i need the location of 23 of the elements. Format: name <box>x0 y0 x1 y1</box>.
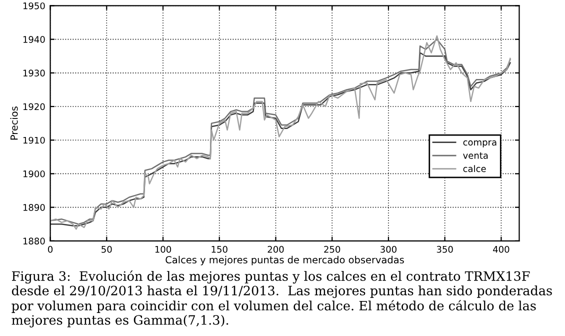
x-tick-label: 200 <box>268 246 284 253</box>
y-tick-label: 1900 <box>23 170 45 178</box>
x-tick-label: 400 <box>493 246 510 253</box>
x-tick-label: 250 <box>324 246 340 253</box>
y-tick-label: 1940 <box>23 36 45 43</box>
x-tick-label: 300 <box>380 246 396 253</box>
y-tick-label: 1880 <box>23 238 45 244</box>
x-tick-label: 0 <box>48 246 53 253</box>
text: Figura 3: Evolución de las mejores puntas y los calces en el contrato TRMX13F desde el 29/10/2013 hasta el 19/11/2013. Las mejores puntas han sido ponderadas por volumen para coincidir con el volumen del calce. El método de cálculo de las mejores puntas es Gamma(7,1.3). <box>12 270 552 328</box>
x-axis-title: Calces y mejores puntas de mercado observadas <box>166 256 404 266</box>
x-tick-label: 50 <box>102 246 112 253</box>
y-tick-label: 1910 <box>23 136 45 144</box>
y-tick-label: 1920 <box>23 103 45 110</box>
y-axis-title: Precios <box>10 106 18 140</box>
x-tick-label: 100 <box>155 246 172 253</box>
y-tick-label: 1950 <box>23 2 45 10</box>
x-tick-label: 350 <box>436 246 453 253</box>
x-tick-label: 150 <box>212 246 228 253</box>
y-tick-label: 1890 <box>23 204 45 211</box>
legend-label: venta <box>463 152 488 159</box>
y-tick-label: 1930 <box>23 70 45 76</box>
legend-label: compra <box>463 140 496 148</box>
legend-label: calce <box>463 165 486 172</box>
